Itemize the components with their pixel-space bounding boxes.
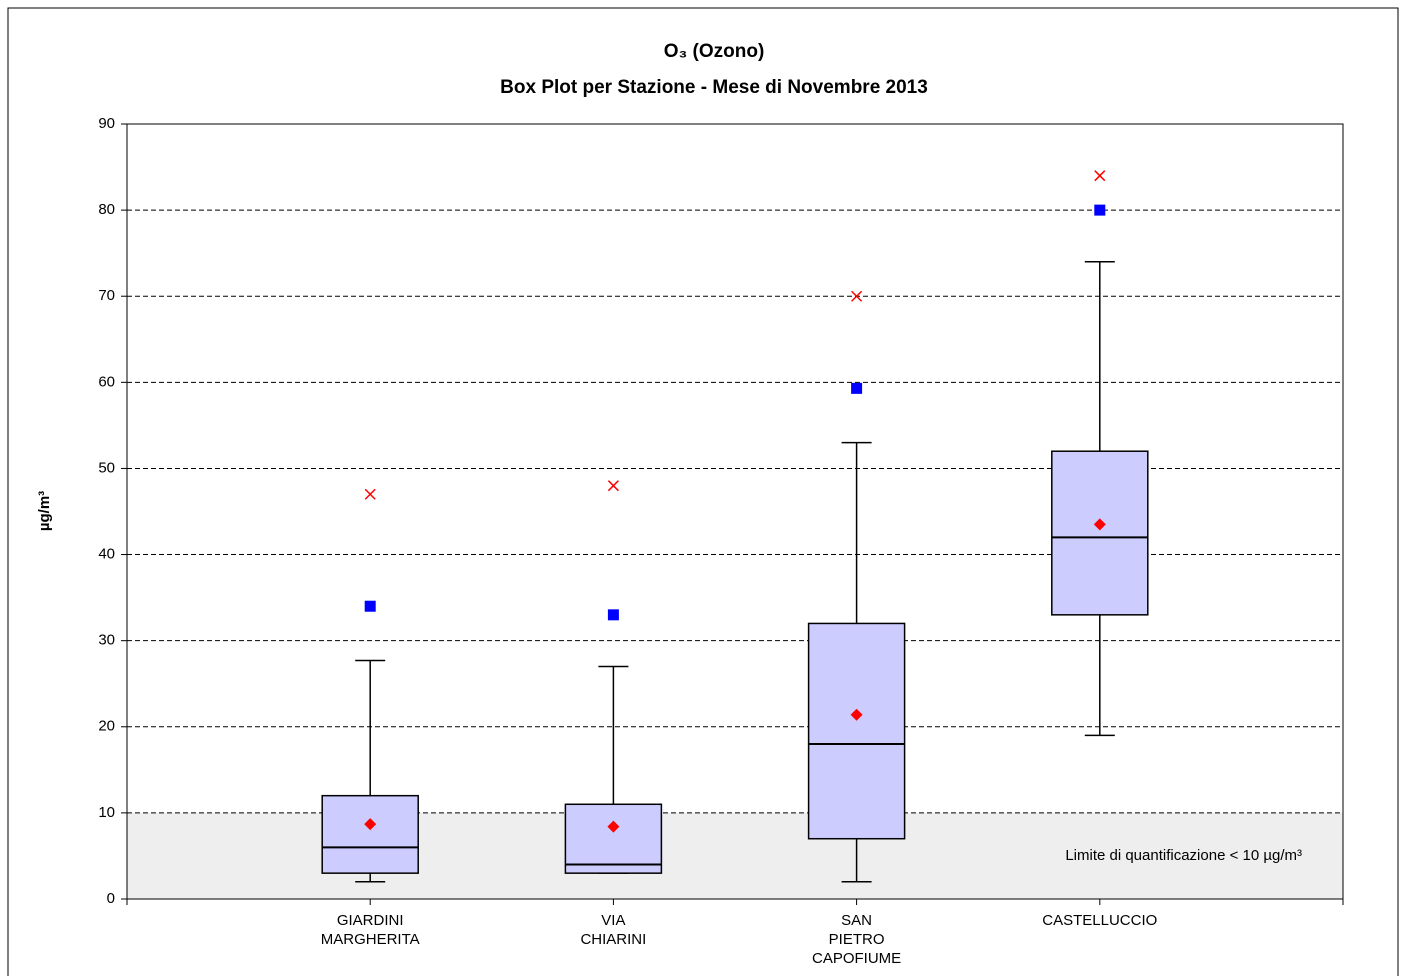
y-tick-label: 60 [98,373,115,390]
cross-marker [607,480,619,492]
box [1051,450,1149,616]
x-tick-label: VIA CHIARINI [580,912,646,948]
mean-marker [850,708,863,721]
square-marker [607,609,619,621]
mean-marker [364,818,377,831]
square-marker [851,382,863,394]
box [564,803,663,874]
y-axis-label: µg/m³ [36,491,53,531]
y-tick-label: 0 [107,890,115,907]
annotation: Limite di quantificazione < 10 µg/m³ [1065,847,1302,864]
box [807,622,906,840]
chart-subtitle: Box Plot per Stazione - Mese di Novembre… [500,77,928,98]
plot-frame [126,123,1344,900]
y-tick-label: 30 [98,632,115,649]
y-tick-label: 70 [98,287,115,304]
cross-marker [851,290,863,302]
cross-marker [364,488,376,500]
y-tick-label: 90 [98,115,115,132]
y-tick-label: 40 [98,546,115,563]
x-tick-label: CASTELLUCCIO [1042,912,1157,929]
y-tick-label: 20 [98,718,115,735]
y-tick-label: 80 [98,201,115,218]
mean-marker [1093,518,1106,531]
y-tick-label: 50 [98,459,115,476]
x-tick-label: SAN PIETRO CAPOFIUME [812,912,901,967]
square-marker [1094,204,1106,216]
x-tick-label: GIARDINI MARGHERITA [321,912,420,948]
square-marker [364,600,376,612]
y-tick-label: 10 [98,804,115,821]
cross-marker [1094,170,1106,182]
box [321,794,419,874]
chart-title: O₃ (Ozono) [664,41,765,62]
mean-marker [607,820,620,833]
